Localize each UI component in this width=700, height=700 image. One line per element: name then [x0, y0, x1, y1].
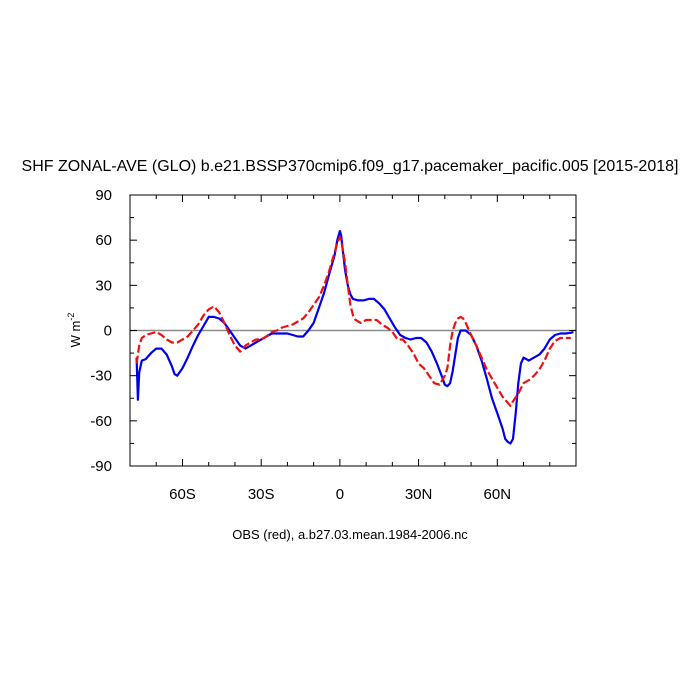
chart-caption: OBS (red), a.b27.03.mean.1984-2006.nc — [232, 527, 468, 542]
y-tick-label-2: -30 — [90, 368, 112, 385]
y-tick-label-6: 90 — [95, 187, 112, 204]
y-axis-label-text: W m — [68, 321, 83, 348]
x-tick-label-2: 0 — [336, 486, 344, 503]
series-line-1 — [135, 230, 574, 445]
x-tick-label-3: 30N — [405, 486, 433, 503]
y-tick-label-3: 0 — [104, 323, 112, 340]
series-line-2 — [135, 236, 571, 407]
y-tick-label-4: 30 — [95, 277, 112, 294]
axis-ticks — [129, 194, 577, 467]
x-tick-label-4: 60N — [484, 486, 512, 503]
series-layer — [135, 230, 574, 445]
y-axis-label: W m-2 — [66, 313, 83, 348]
x-tick-label-1: 30S — [248, 486, 275, 503]
y-tick-label-0: -90 — [90, 458, 112, 475]
tick-labels: 60S 30S 0 30N 60N -90 -60 -30 0 30 60 90 — [90, 187, 511, 503]
y-axis-label-superscript: -2 — [66, 313, 76, 321]
y-tick-label-5: 60 — [95, 232, 112, 249]
x-tick-label-0: 60S — [169, 486, 196, 503]
chart-title: SHF ZONAL-AVE (GLO) b.e21.BSSP370cmip6.f… — [21, 158, 679, 175]
y-tick-label-1: -60 — [90, 413, 112, 430]
